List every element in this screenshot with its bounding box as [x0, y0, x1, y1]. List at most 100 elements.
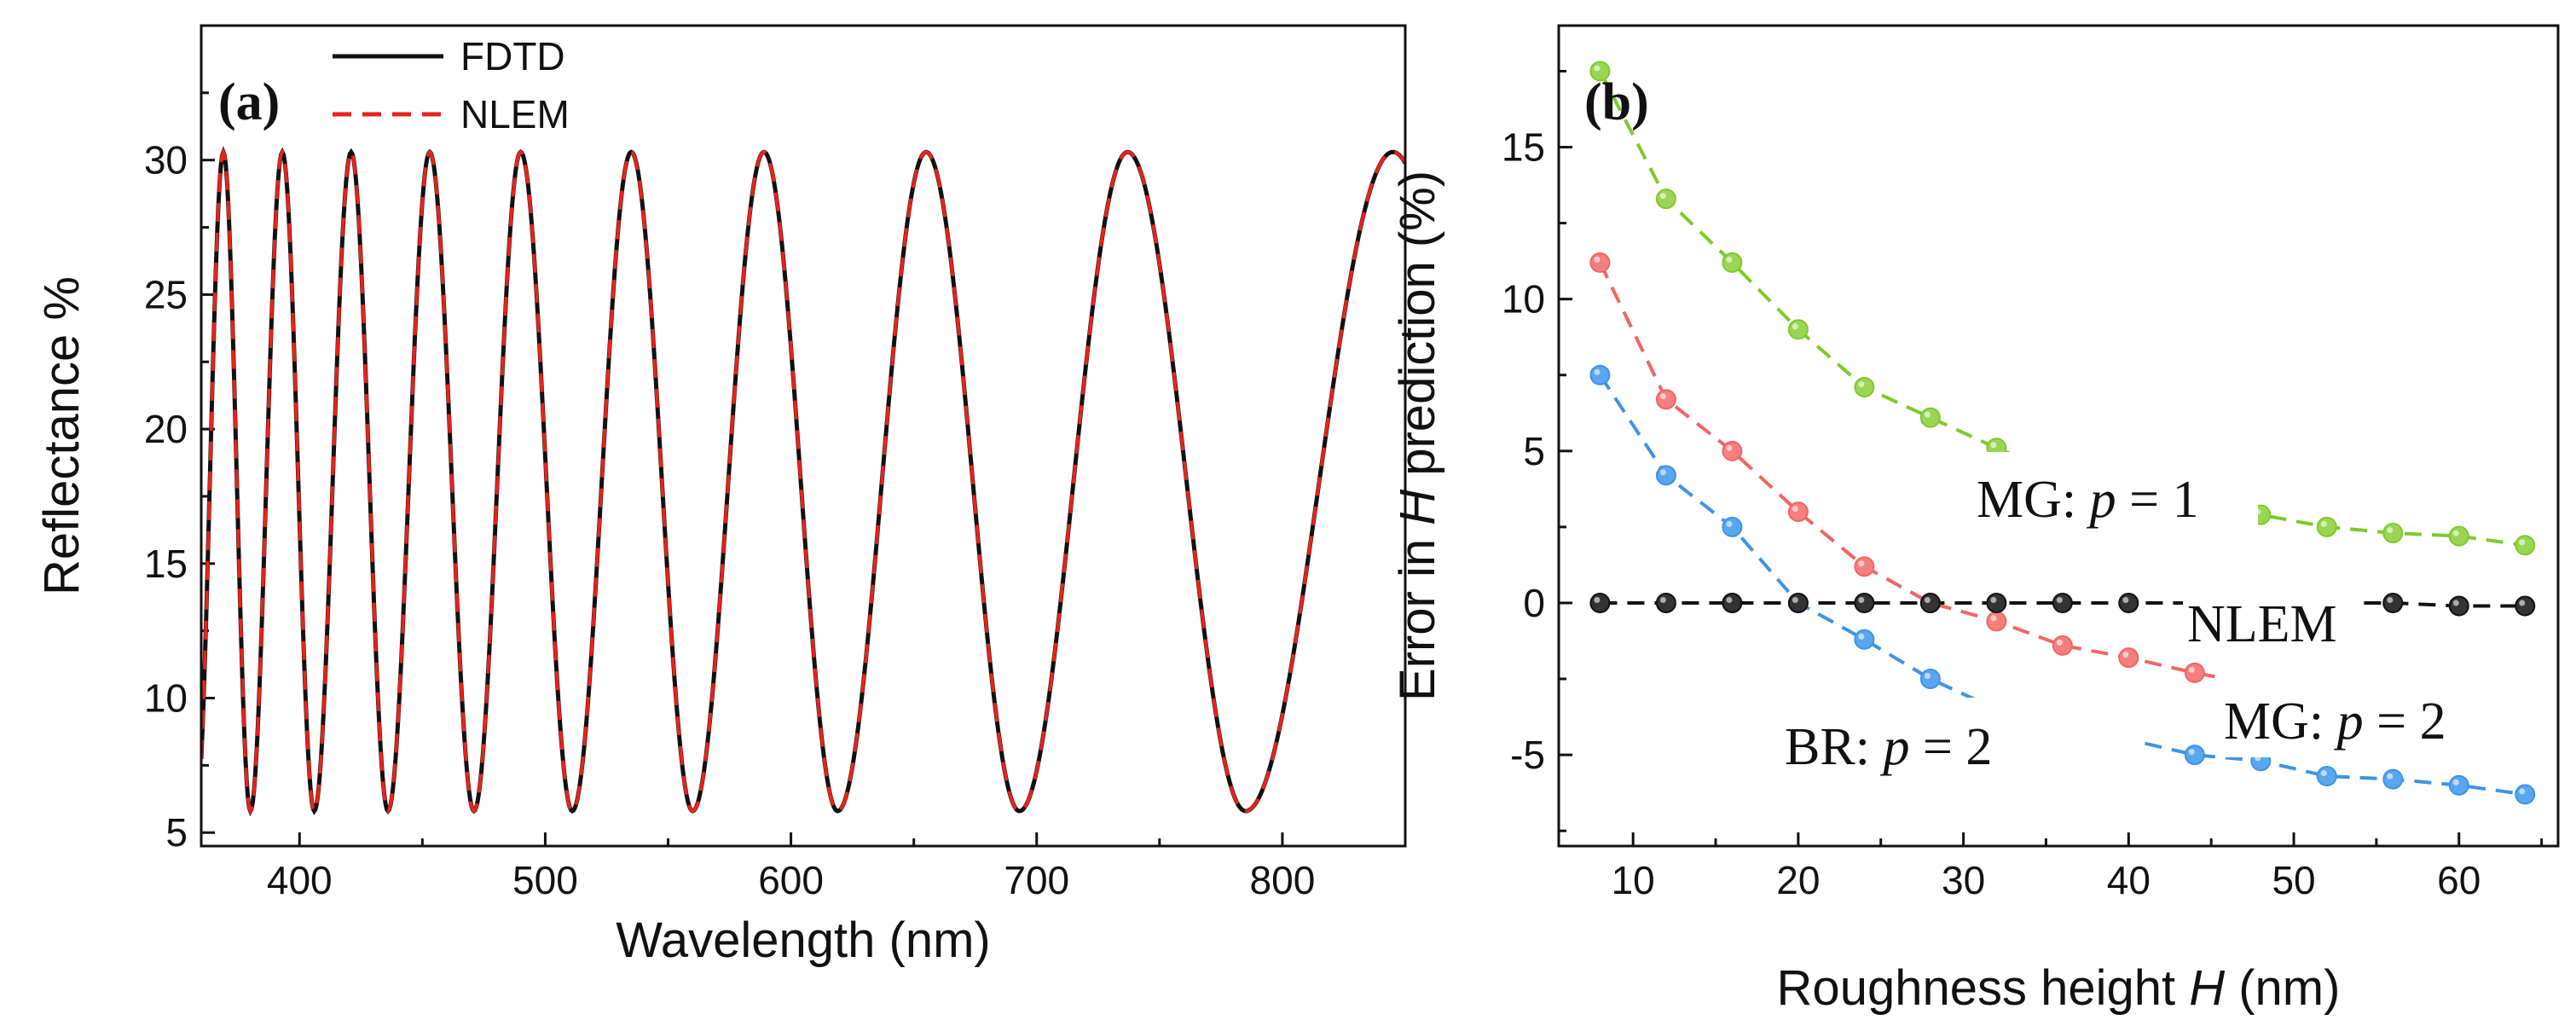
- data-point-highlight: [1924, 673, 1931, 680]
- data-point-mg-p2: [2184, 662, 2205, 683]
- data-point-nlem: [2448, 595, 2469, 617]
- data-point-highlight: [1990, 442, 1997, 449]
- data-point-highlight: [2519, 600, 2526, 606]
- panel-b-frame: [1557, 24, 2560, 848]
- data-point-highlight: [1792, 596, 1798, 603]
- data-point-nlem: [1589, 592, 1611, 613]
- data-point-highlight: [2519, 788, 2526, 795]
- y-tick-label: 5: [1523, 429, 1545, 473]
- y-tick-label: -5: [1510, 733, 1545, 777]
- panel-b-ticks: 10 20 30 40 50 60 -5 0 5 10 15: [1502, 69, 2544, 902]
- data-point-nlem: [1787, 592, 1809, 613]
- data-point-nlem: [1986, 592, 2007, 613]
- panel-a-x-axis-label: Wavelength (nm): [616, 913, 990, 968]
- data-point-mg-p2: [2118, 647, 2139, 669]
- data-point-highlight: [2452, 779, 2459, 785]
- series-label-br-p2: BR: p = 2: [1785, 718, 1992, 776]
- x-tick-label: 700: [1004, 858, 1069, 902]
- data-point-highlight: [1726, 520, 1733, 527]
- data-point-highlight: [2519, 539, 2526, 546]
- label-box-nlem: [2183, 587, 2362, 655]
- data-point-br-p2: [2448, 774, 2469, 796]
- label-box-mg-p1: [1968, 452, 2258, 536]
- data-point-nlem: [1655, 592, 1676, 613]
- data-point-highlight: [2320, 520, 2327, 527]
- panel-a-y-axis-label: Reflectance %: [34, 276, 90, 595]
- data-point-mg-p2: [1986, 611, 2007, 632]
- data-point-mg-p2: [1854, 556, 1875, 577]
- data-point-nlem: [1722, 592, 1743, 613]
- series-line-nlem: [1600, 600, 2526, 608]
- x-tick-label: 600: [758, 858, 824, 902]
- panel-a-frame: [200, 24, 1407, 848]
- data-point-highlight: [1858, 596, 1865, 603]
- x-tick-label: 800: [1250, 858, 1316, 902]
- legend-nlem-label: NLEM: [460, 92, 570, 136]
- series-line-br-p2: [1598, 374, 2526, 797]
- data-point-br-p2: [2515, 784, 2536, 805]
- data-point-nlem: [1854, 592, 1875, 613]
- y-tick-label: 15: [1502, 125, 1545, 170]
- data-point-nlem: [2382, 592, 2404, 613]
- data-point-highlight: [2188, 749, 2195, 756]
- series-label-mg-p2: MG: p = 2: [2224, 693, 2446, 751]
- data-point-highlight: [1659, 596, 1666, 603]
- data-point-br-p2: [1722, 516, 1743, 537]
- panel-a-legend: FDTD NLEM: [333, 34, 570, 136]
- y-tick-label: 0: [1523, 581, 1545, 625]
- data-point-mg-p1: [2515, 535, 2536, 556]
- data-point-highlight: [1659, 469, 1666, 476]
- y-tick-label: 5: [165, 810, 188, 855]
- data-point-highlight: [1858, 380, 1865, 387]
- data-point-highlight: [1924, 596, 1931, 603]
- data-point-highlight: [2122, 596, 2129, 603]
- series-label-nlem: NLEM: [2187, 595, 2337, 653]
- chart-panel-b: 10 20 30 40 50 60 -5 0 5 10 15 MG: p = 1 NLEM MG: …: [1390, 24, 2560, 1016]
- data-point-br-p2: [1589, 364, 1611, 385]
- data-point-highlight: [1726, 444, 1733, 451]
- y-tick-label: 20: [144, 407, 188, 451]
- data-point-highlight: [1792, 323, 1798, 330]
- data-point-nlem: [2118, 592, 2139, 613]
- data-point-highlight: [1726, 596, 1733, 603]
- x-tick-label: 30: [1942, 858, 1985, 902]
- data-point-mg-p2: [1787, 501, 1809, 523]
- data-point-highlight: [2056, 596, 2063, 603]
- data-point-highlight: [1858, 560, 1865, 567]
- x-tick-label: 400: [267, 858, 333, 902]
- data-point-highlight: [1659, 193, 1666, 200]
- label-box-br-p2: [1778, 698, 2145, 783]
- data-point-br-p2: [2316, 766, 2337, 787]
- data-point-nlem: [2515, 595, 2536, 617]
- data-point-mg-p1: [1919, 407, 1941, 428]
- data-point-mg-p1: [1854, 376, 1875, 397]
- data-point-nlem: [1919, 592, 1941, 613]
- data-point-highlight: [1858, 633, 1865, 640]
- data-point-mg-p1: [1655, 188, 1676, 210]
- data-point-mg-p1: [2382, 523, 2404, 544]
- panel-b-label: (b): [1584, 73, 1649, 131]
- x-tick-label: 10: [1612, 858, 1655, 902]
- data-point-highlight: [1924, 411, 1931, 418]
- data-point-highlight: [1990, 615, 1997, 622]
- data-point-highlight: [1594, 256, 1601, 263]
- data-point-highlight: [2452, 530, 2459, 536]
- x-tick-label: 50: [2272, 858, 2315, 902]
- data-point-highlight: [2452, 600, 2459, 606]
- data-point-mg-p1: [1787, 319, 1809, 340]
- data-point-br-p2: [1655, 465, 1676, 486]
- x-tick-label: 20: [1776, 858, 1820, 902]
- x-tick-label: 40: [2107, 858, 2151, 902]
- data-point-nlem: [2052, 592, 2073, 613]
- x-tick-label: 500: [512, 858, 578, 902]
- data-point-mg-p2: [1655, 389, 1676, 410]
- data-point-highlight: [1594, 596, 1601, 603]
- data-point-br-p2: [1919, 669, 1941, 690]
- chart-panel-a: 400 500 600 700 800 5 10 15 20 25 30 (a) FDTD NLEM…: [34, 24, 1407, 968]
- data-point-br-p2: [2184, 745, 2205, 766]
- legend-fdtd-label: FDTD: [460, 34, 565, 78]
- data-point-mg-p2: [2052, 635, 2073, 656]
- y-tick-label: 15: [144, 542, 188, 586]
- data-point-highlight: [1594, 65, 1601, 72]
- y-tick-label: 10: [144, 676, 188, 721]
